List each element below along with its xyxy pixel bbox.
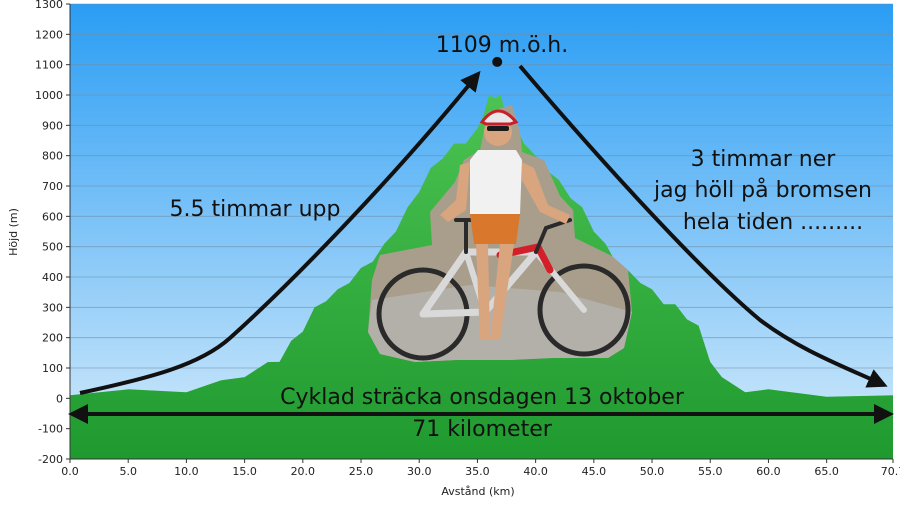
x-tick-label: 25.0 xyxy=(349,465,374,478)
cyclist-photo xyxy=(368,105,632,362)
x-axis-title: Avstånd (km) xyxy=(441,485,514,498)
route-date-label: Cyklad sträcka onsdagen 13 oktober xyxy=(280,385,685,410)
y-tick-label: 500 xyxy=(42,241,63,254)
bicycle-front-wheel xyxy=(537,263,631,357)
y-tick-label: 700 xyxy=(42,180,63,193)
y-tick-label: 1000 xyxy=(35,89,63,102)
y-tick-label: 300 xyxy=(42,301,63,314)
peak-marker xyxy=(492,56,503,67)
y-axis-ticks: -200 -100 0 100 200 300 400 500 600 700 800 900 1000… xyxy=(35,0,70,466)
x-tick-label: 15.0 xyxy=(232,465,257,478)
y-tick-label: 1200 xyxy=(35,28,63,41)
y-tick-label: 400 xyxy=(42,271,63,284)
x-tick-label: 5.0 xyxy=(119,465,137,478)
y-tick-label: 0 xyxy=(56,392,63,405)
y-tick-label: -200 xyxy=(38,453,63,466)
x-tick-label: 45.0 xyxy=(582,465,607,478)
x-tick-label: 55.0 xyxy=(698,465,723,478)
x-tick-label: 50.0 xyxy=(640,465,665,478)
x-tick-label: 30.0 xyxy=(407,465,432,478)
x-tick-label: 60.0 xyxy=(756,465,781,478)
descent-note-line-2: hela tiden ......... xyxy=(683,210,863,235)
y-tick-label: 600 xyxy=(42,210,63,223)
ascent-time-label: 5.5 timmar upp xyxy=(170,197,341,222)
x-tick-label: 10.0 xyxy=(174,465,199,478)
y-tick-label: 200 xyxy=(42,332,63,345)
ascent-arrow xyxy=(79,70,481,395)
route-distance-label: 71 kilometer xyxy=(412,417,553,442)
descent-note-line-1: jag höll på bromsen xyxy=(653,177,872,203)
chart-axes xyxy=(69,4,893,460)
y-tick-label: 900 xyxy=(42,119,63,132)
y-tick-label: 100 xyxy=(42,362,63,375)
y-axis-title: Höjd (m) xyxy=(7,208,20,256)
x-axis-ticks: 0.0 5.0 10.0 15.0 20.0 25.0 30.0 35.0 40.0 45.0 50… xyxy=(61,459,900,478)
y-tick-label: 1300 xyxy=(35,0,63,11)
descent-time-label: 3 timmar ner xyxy=(691,147,837,172)
x-tick-label: 20.0 xyxy=(291,465,316,478)
y-tick-label: 800 xyxy=(42,150,63,163)
y-tick-label: -100 xyxy=(38,423,63,436)
x-tick-label: 0.0 xyxy=(61,465,79,478)
descent-arrow xyxy=(518,64,888,388)
x-tick-label: 70.7 xyxy=(881,465,900,478)
x-tick-label: 40.0 xyxy=(523,465,548,478)
x-tick-label: 65.0 xyxy=(814,465,839,478)
x-tick-label: 35.0 xyxy=(465,465,490,478)
cyclist-figure xyxy=(440,109,570,340)
peak-label: 1109 m.ö.h. xyxy=(436,33,568,58)
y-tick-label: 1100 xyxy=(35,59,63,72)
